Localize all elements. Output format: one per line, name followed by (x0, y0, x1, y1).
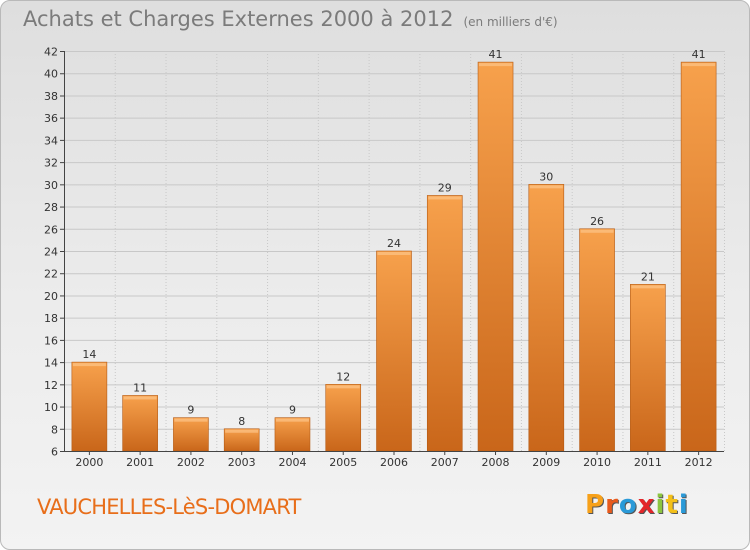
logo-letter: P (585, 490, 606, 520)
y-tick-label: 40 (44, 68, 58, 81)
labels: 6 8 10 12 14 16 18 20 22 24 26 28 30 32 34 36 38 40 42 14 20… (44, 46, 713, 470)
y-tick-label: 42 (44, 46, 58, 59)
bar-highlight (225, 429, 259, 433)
x-tick-label: 2006 (380, 456, 408, 469)
value-label: 11 (133, 381, 147, 394)
logo-letter: i (655, 490, 666, 520)
value-label: 12 (336, 370, 350, 383)
bar (477, 61, 514, 452)
y-tick-label: 16 (44, 334, 58, 347)
x-tick-label: 2012 (685, 456, 713, 469)
chart-title: Achats et Charges Externes 2000 à 2012 (e… (23, 7, 558, 31)
x-tick-label: 2000 (75, 456, 103, 469)
proxiti-logo: Proxiti (585, 490, 689, 520)
bar-highlight (682, 63, 716, 67)
y-tick-label: 38 (44, 90, 58, 103)
bar (376, 250, 412, 452)
axes (60, 51, 724, 455)
value-label: 41 (692, 48, 706, 61)
y-tick-label: 14 (44, 357, 58, 370)
logo-letter: i (678, 490, 689, 520)
value-label: 9 (187, 404, 194, 417)
value-label: 24 (387, 237, 401, 250)
x-tick-label: 2004 (278, 456, 306, 469)
chart-unit: (en milliers d'€) (463, 15, 558, 29)
y-tick-label: 12 (44, 379, 58, 392)
bar (680, 61, 717, 452)
x-tick-label: 2010 (583, 456, 611, 469)
x-tick-label: 2009 (532, 456, 560, 469)
y-tick-label: 30 (44, 179, 58, 192)
y-tick-label: 6 (51, 446, 58, 459)
value-label: 26 (590, 215, 604, 228)
bar-highlight (529, 185, 563, 189)
bar (528, 184, 565, 452)
bar-highlight (326, 385, 360, 389)
commune-name: VAUCHELLES-LèS-DOMART (37, 495, 301, 519)
logo-letter: t (665, 490, 679, 520)
value-label: 41 (489, 48, 503, 61)
x-tick-label: 2011 (634, 456, 662, 469)
bar-highlight (377, 252, 411, 255)
bar (630, 284, 666, 452)
value-label: 14 (82, 348, 96, 361)
y-tick-label: 32 (44, 157, 58, 170)
y-tick-label: 18 (44, 312, 58, 325)
logo-letter: x (637, 490, 656, 520)
y-tick-label: 26 (44, 223, 58, 236)
value-label: 9 (289, 404, 296, 417)
x-tick-label: 2005 (329, 456, 357, 469)
bar-highlight (174, 418, 208, 422)
bar-highlight (631, 285, 665, 289)
y-tick-label: 28 (44, 201, 58, 214)
bar-highlight (580, 229, 614, 233)
value-label: 8 (238, 415, 245, 428)
bar (71, 361, 108, 452)
bar (274, 417, 311, 452)
y-tick-label: 22 (44, 268, 58, 281)
chart-title-text: Achats et Charges Externes 2000 à 2012 (23, 7, 454, 31)
logo-letter: r (605, 490, 619, 520)
bars (71, 61, 717, 452)
bar-highlight (479, 63, 513, 67)
logo-letter: o (618, 490, 638, 520)
y-tick-label: 8 (51, 423, 58, 436)
y-tick-label: 34 (44, 134, 58, 147)
bar-highlight (72, 363, 106, 367)
bar-highlight (275, 418, 309, 422)
value-label: 29 (438, 181, 452, 194)
x-tick-label: 2003 (228, 456, 256, 469)
value-label: 30 (539, 170, 553, 183)
value-label: 21 (641, 270, 655, 283)
bar-highlight (123, 396, 157, 400)
y-tick-label: 36 (44, 112, 58, 125)
y-tick-label: 20 (44, 290, 58, 303)
bar (325, 384, 362, 452)
x-tick-label: 2001 (126, 456, 154, 469)
x-tick-label: 2007 (431, 456, 459, 469)
bar (173, 417, 209, 452)
y-tick-label: 10 (44, 401, 58, 414)
y-tick-label: 24 (44, 246, 58, 259)
bar (122, 395, 158, 452)
bar-highlight (428, 196, 462, 200)
bar (426, 195, 463, 452)
x-tick-label: 2002 (177, 456, 205, 469)
bar (579, 228, 615, 452)
x-tick-label: 2008 (482, 456, 510, 469)
